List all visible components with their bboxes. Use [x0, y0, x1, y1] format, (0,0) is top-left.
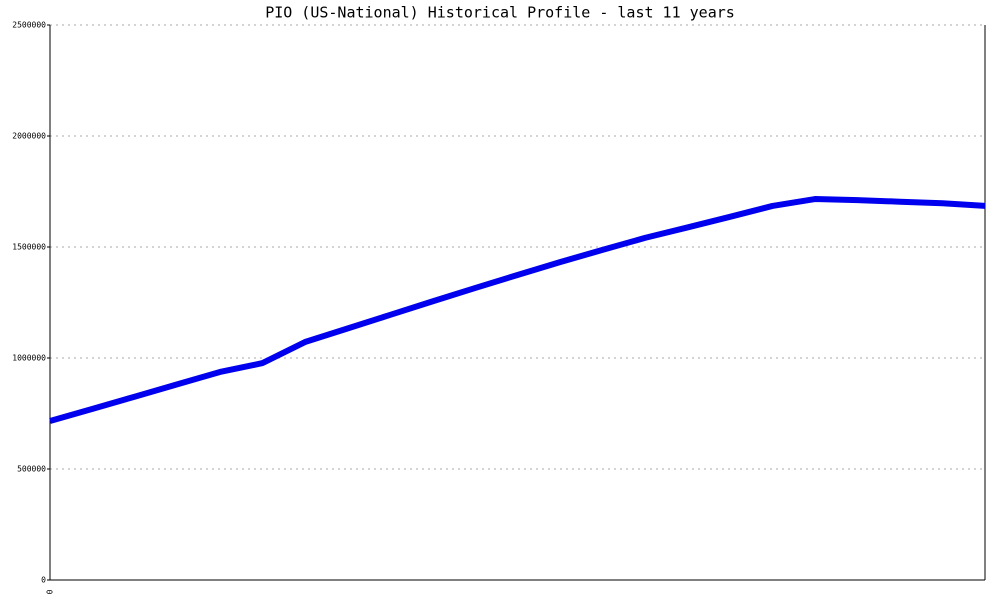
- x-tick-label: 0: [46, 589, 55, 594]
- y-tick-label: 1500000: [12, 243, 46, 252]
- y-tick-label: 1000000: [12, 354, 46, 363]
- data-line: [49, 196, 986, 424]
- y-tick-label: 500000: [17, 465, 46, 474]
- chart-title: PIO (US-National) Historical Profile - l…: [265, 4, 735, 22]
- y-tick-label: 2000000: [12, 132, 46, 141]
- y-tick-label: 0: [41, 576, 46, 585]
- y-tick-label: 2500000: [12, 21, 46, 30]
